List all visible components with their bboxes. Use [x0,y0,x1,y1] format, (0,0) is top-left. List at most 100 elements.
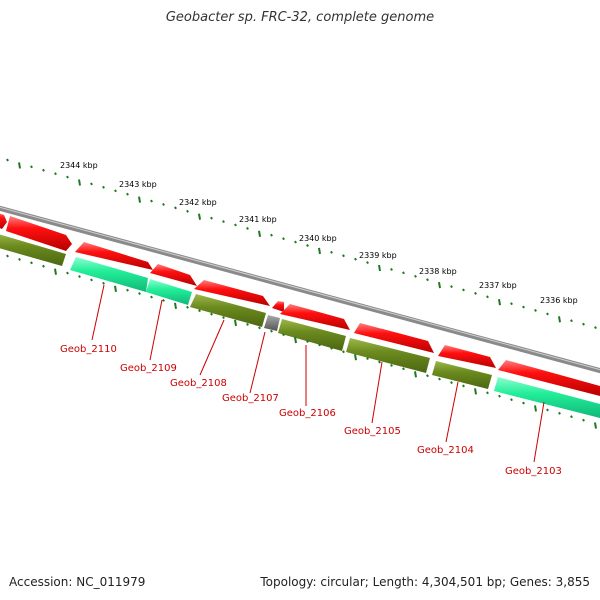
minor-tick [282,237,285,241]
minor-tick [390,363,393,367]
minor-tick [210,216,213,220]
cds-feature[interactable] [498,360,600,396]
minor-tick [318,343,321,347]
minor-tick [522,401,525,405]
major-tick [354,354,357,361]
gene-label[interactable]: Geob_2110 [60,344,117,355]
cds-feature[interactable] [264,315,280,331]
kbp-label: 2336 kbp [540,296,578,305]
gene-label[interactable]: Geob_2109 [120,363,177,374]
minor-tick [534,309,537,312]
major-tick [534,405,537,412]
cds-feature[interactable] [0,212,7,229]
minor-tick [414,274,417,278]
major-tick [594,422,597,429]
minor-tick [162,203,165,206]
cds-feature[interactable] [190,294,266,327]
major-tick [54,268,57,275]
kbp-label: 2341 kbp [239,215,277,224]
major-tick [198,213,201,220]
cds-feature[interactable] [194,280,270,306]
minor-tick [294,240,297,244]
major-tick [18,162,21,169]
major-tick [294,336,297,344]
cds-feature[interactable] [6,216,72,251]
minor-tick [30,165,33,169]
cds-feature[interactable] [278,319,346,351]
gene-label[interactable]: Geob_2103 [505,466,562,477]
minor-tick [474,291,477,295]
cds-feature[interactable] [432,361,492,389]
minor-tick [330,346,333,350]
minor-tick [390,267,393,271]
gene-label[interactable]: Geob_2105 [344,426,401,437]
minor-tick [174,206,177,210]
gene-label[interactable]: Geob_2106 [279,408,336,419]
minor-tick [402,271,405,275]
kbp-labels: 2344 kbp 2343 kbp 2342 kbp 2341 kbp 2340… [60,161,578,305]
minor-tick [498,394,501,398]
minor-tick [246,322,249,326]
major-tick [378,264,381,272]
gene-labels: Geob_2110 Geob_2109 Geob_2108 Geob_2107 … [60,344,562,477]
cds-feature[interactable] [346,338,430,373]
minor-tick [342,350,345,354]
outer-tick-ring [6,158,597,330]
minor-tick [186,209,189,213]
minor-tick [54,172,57,176]
minor-tick [510,302,513,306]
minor-tick [150,295,153,299]
kbp-label: 2338 kbp [419,267,457,276]
minor-tick [570,319,573,323]
minor-tick [570,415,573,419]
minor-tick [90,278,93,282]
cds-feature[interactable] [354,323,434,353]
gene-label[interactable]: Geob_2104 [417,445,474,456]
minor-tick [282,333,285,337]
minor-tick [450,285,453,288]
leader-line [91,284,105,341]
minor-tick [558,411,561,415]
minor-tick [42,168,45,172]
forward-strand-features [0,212,600,396]
major-tick [318,247,321,255]
cds-feature[interactable] [280,304,350,330]
minor-tick [594,326,597,330]
kbp-label: 2340 kbp [299,234,337,243]
minor-tick [510,398,513,402]
minor-tick [270,233,273,237]
gene-label[interactable]: Geob_2108 [170,378,227,389]
minor-tick [462,288,465,292]
minor-tick [150,199,153,203]
major-tick [234,319,237,327]
minor-tick [42,264,45,268]
minor-tick [162,299,165,302]
minor-tick [366,357,369,361]
inner-tick-ring [6,254,597,429]
minor-tick [6,254,9,258]
cds-feature[interactable] [75,242,153,270]
minor-tick [66,175,69,179]
minor-tick [354,257,357,261]
gene-label[interactable]: Geob_2107 [222,393,279,404]
leader-line [533,401,545,463]
accession-text: Accession: NC_011979 [9,575,146,589]
minor-tick [126,192,129,196]
cds-feature[interactable] [70,257,148,292]
kbp-label: 2342 kbp [179,198,217,207]
cds-feature[interactable] [150,264,197,286]
genome-stats-text: Topology: circular; Length: 4,304,501 bp… [260,575,590,589]
major-tick [558,316,561,323]
minor-tick [234,223,237,227]
cds-feature[interactable] [146,279,192,305]
cds-feature[interactable] [438,345,496,368]
minor-tick [114,189,117,193]
minor-tick [402,367,405,371]
cds-feature[interactable] [272,301,284,312]
cds-feature[interactable] [0,233,66,266]
cds-feature[interactable] [494,377,600,418]
minor-tick [30,261,33,265]
minor-tick [342,254,345,258]
major-tick [174,302,177,310]
